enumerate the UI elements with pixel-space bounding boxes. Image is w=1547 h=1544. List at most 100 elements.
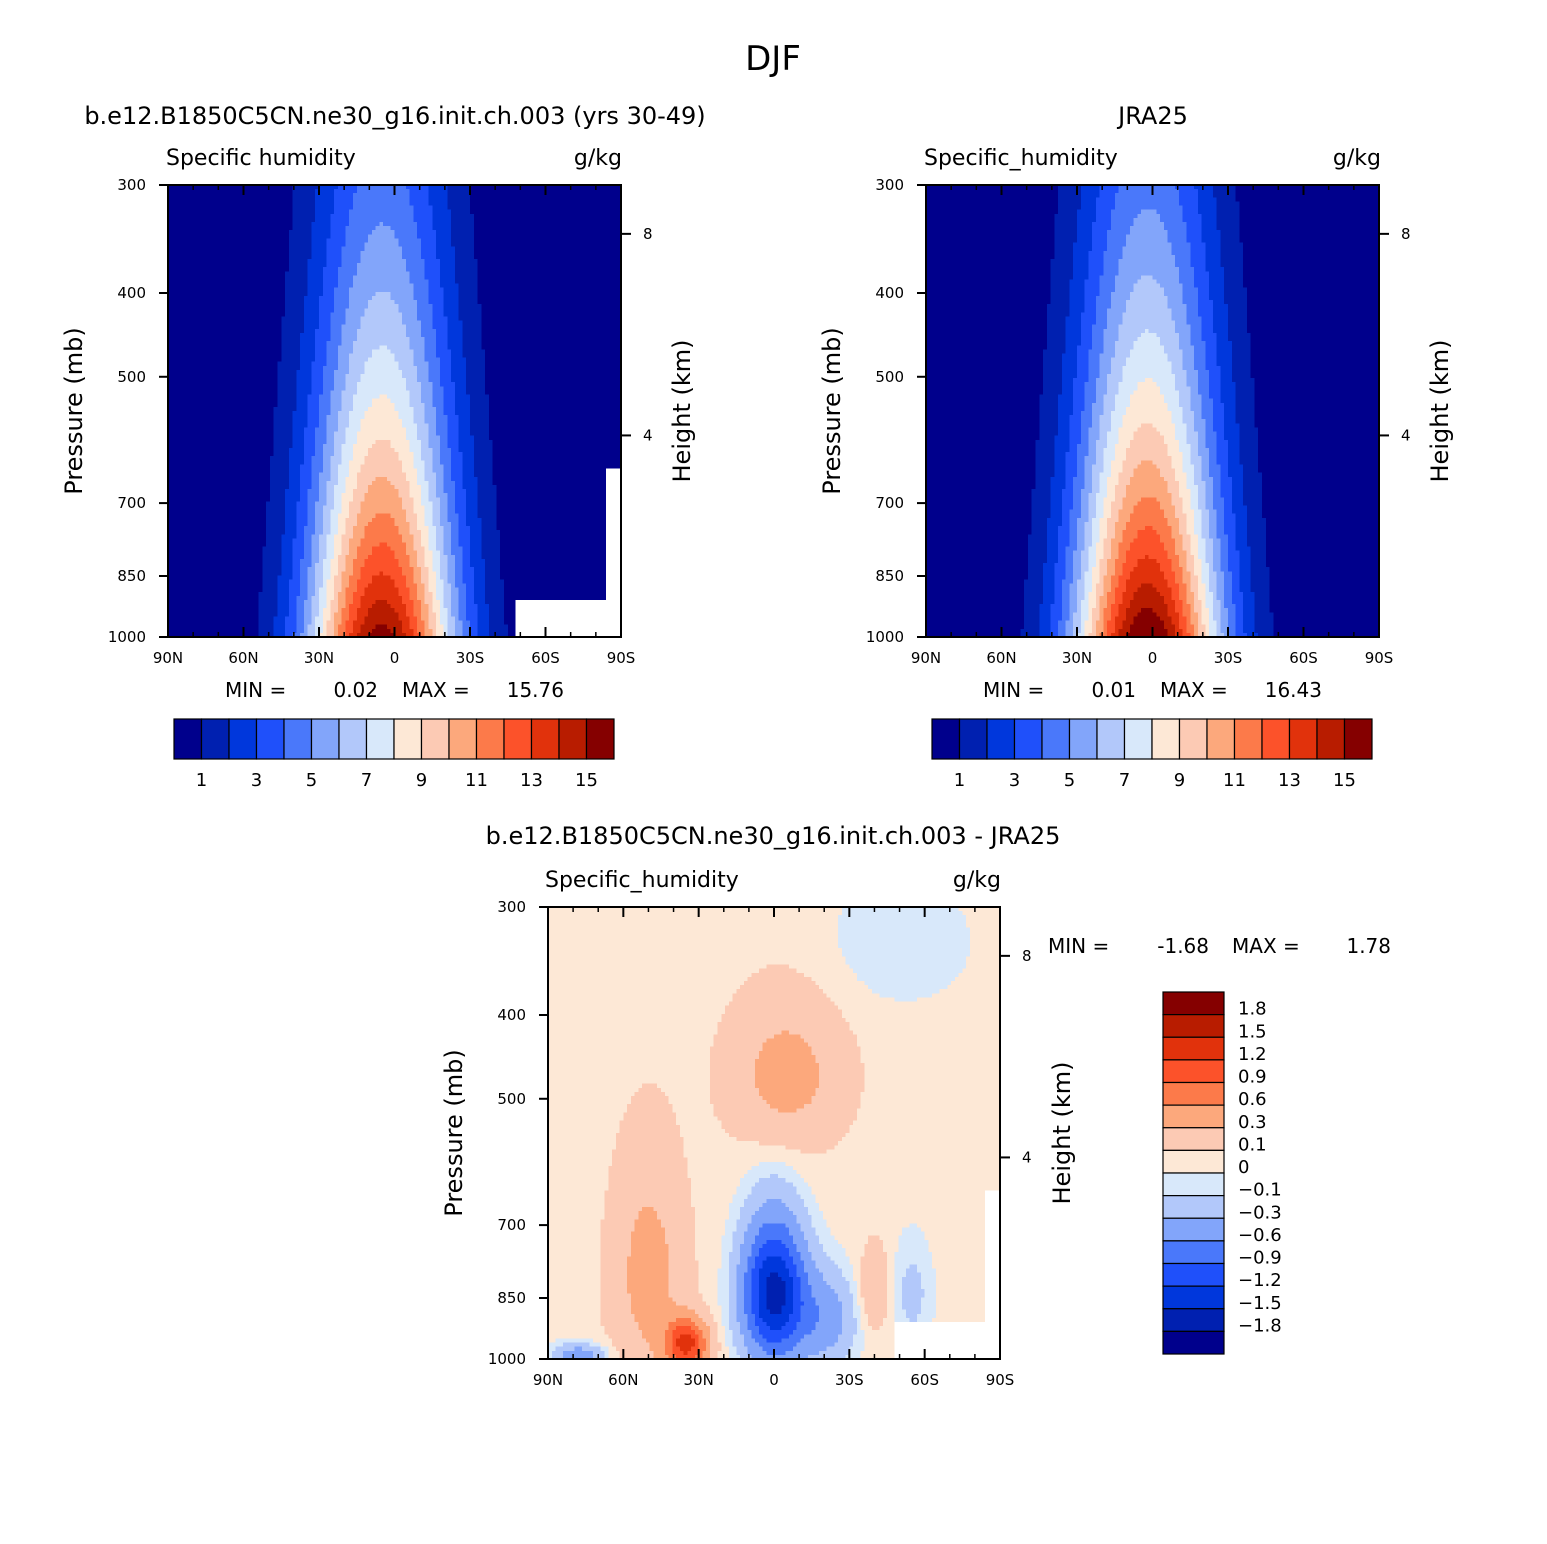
contour-cell [213,271,217,276]
contour-cell [300,345,304,350]
contour-cell [225,341,229,346]
contour-cell [493,222,497,227]
contour-cell [413,308,417,313]
contour-cell [459,218,463,223]
contour-cell [481,316,485,321]
contour-cell [183,292,187,297]
contour-cell [228,275,232,280]
contour-cell [345,341,349,346]
contour-cell [244,214,248,219]
contour-cell [523,226,527,231]
contour-cell [512,189,516,194]
contour-cell [251,255,255,260]
contour-cell [598,251,602,256]
contour-cell [549,210,553,215]
contour-cell [406,189,410,194]
contour-cell [568,230,572,235]
contour-cell [466,230,470,235]
contour-cell [187,316,191,321]
contour-cell [176,238,180,243]
contour-cell [504,333,508,338]
contour-cell [202,230,206,235]
contour-cell [500,345,504,350]
contour-cell [462,312,466,317]
contour-cell [489,345,493,350]
contour-cell [202,288,206,293]
contour-cell [372,329,376,334]
contour-cell [349,312,353,317]
contour-cell [549,288,553,293]
contour-cell [496,238,500,243]
contour-cell [372,304,376,309]
contour-cell [515,247,519,252]
contour-cell [504,189,508,194]
contour-cell [387,243,391,248]
contour-cell [311,337,315,342]
contour-cell [213,304,217,309]
contour-cell [383,271,387,276]
contour-cell [451,263,455,268]
contour-cell [428,255,432,260]
contour-cell [225,218,229,223]
contour-cell [504,296,508,301]
contour-cell [549,280,553,285]
contour-cell [546,316,550,321]
contour-cell [413,243,417,248]
contour-cell [478,275,482,280]
contour-cell [387,201,391,206]
contour-cell [564,312,568,317]
contour-cell [198,292,202,297]
contour-cell [300,325,304,330]
contour-cell [504,201,508,206]
contour-cell [462,271,466,276]
contour-cell [546,238,550,243]
contour-cell [338,247,342,252]
contour-cell [319,288,323,293]
contour-cell [372,325,376,330]
contour-cell [319,333,323,338]
contour-cell [251,288,255,293]
contour-cell [353,201,357,206]
contour-cell [459,234,463,239]
contour-cell [244,218,248,223]
contour-cell [202,210,206,215]
contour-cell [572,284,576,289]
contour-cell [519,259,523,264]
contour-cell [474,259,478,264]
contour-cell [478,304,482,309]
contour-cell [459,275,463,280]
contour-cell [564,189,568,194]
contour-cell [459,271,463,276]
contour-cell [561,193,565,198]
contour-cell [583,345,587,350]
contour-cell [274,312,278,317]
contour-cell [379,345,383,350]
contour-cell [413,325,417,330]
contour-cell [323,210,327,215]
contour-cell [591,341,595,346]
contour-cell [194,333,198,338]
contour-cell [176,267,180,272]
contour-cell [221,275,225,280]
contour-cell [210,292,214,297]
contour-cell [489,226,493,231]
contour-cell [372,280,376,285]
contour-cell [391,325,395,330]
contour-cell [485,271,489,276]
contour-cell [228,193,232,198]
contour-cell [349,292,353,297]
contour-cell [387,345,391,350]
contour-cell [410,243,414,248]
contour-cell [512,312,516,317]
contour-cell [474,189,478,194]
contour-cell [546,230,550,235]
contour-cell [304,263,308,268]
contour-cell [515,304,519,309]
contour-cell [504,210,508,215]
contour-cell [523,206,527,211]
contour-cell [587,304,591,309]
contour-cell [281,337,285,342]
contour-cell [323,300,327,305]
contour-cell [417,296,421,301]
contour-cell [553,345,557,350]
